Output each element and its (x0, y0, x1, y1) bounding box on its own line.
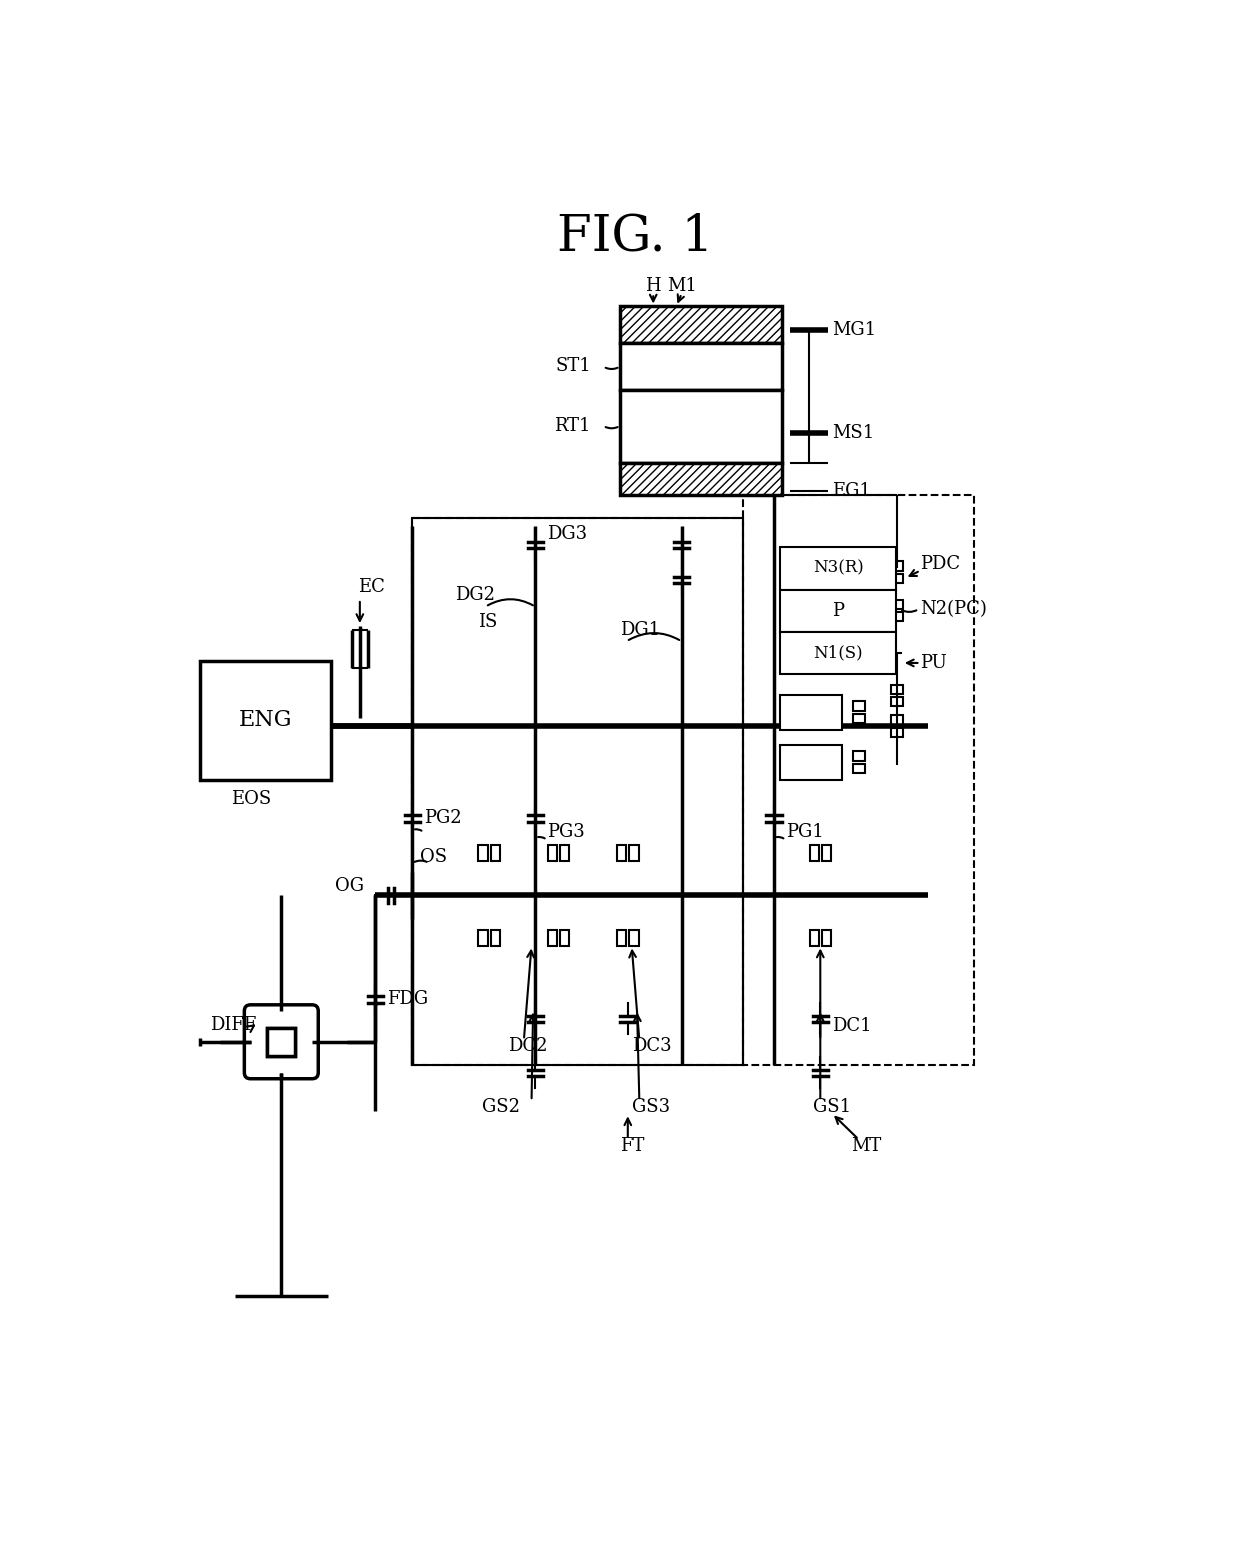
Bar (853, 764, 866, 773)
Bar (412, 518, 743, 1065)
Text: GS2: GS2 (482, 1098, 520, 1116)
Text: DC3: DC3 (631, 1037, 671, 1054)
Bar (853, 751, 866, 761)
Bar (892, 697, 904, 706)
Bar (548, 931, 557, 945)
Bar (268, 1027, 295, 1055)
Bar (743, 496, 975, 1065)
Bar (853, 714, 866, 723)
Text: EG1: EG1 (832, 482, 870, 500)
Text: MT: MT (851, 1137, 882, 1155)
Bar (822, 931, 831, 945)
Bar (620, 390, 781, 463)
Bar (479, 931, 487, 945)
Bar (780, 745, 842, 780)
Text: DG1: DG1 (620, 620, 660, 639)
Text: PG3: PG3 (547, 823, 585, 842)
Bar (620, 307, 781, 343)
Bar (620, 343, 781, 390)
Bar (892, 728, 904, 737)
Bar (780, 695, 842, 730)
Text: DG3: DG3 (547, 524, 587, 543)
Bar (853, 702, 866, 711)
Bar (479, 845, 487, 861)
Text: H: H (645, 276, 661, 295)
Bar (560, 931, 569, 945)
Text: PDC: PDC (920, 555, 961, 574)
Bar (618, 931, 626, 945)
Text: PG2: PG2 (424, 809, 461, 828)
Text: GS1: GS1 (812, 1098, 851, 1116)
Bar (548, 845, 557, 861)
Text: PU: PU (920, 653, 947, 672)
Bar (268, 1027, 295, 1055)
Text: DC2: DC2 (508, 1037, 548, 1054)
Text: MS1: MS1 (832, 424, 874, 443)
Text: DIFF: DIFF (211, 1016, 257, 1034)
Text: MG1: MG1 (832, 321, 875, 338)
Bar (618, 845, 626, 861)
Bar (822, 845, 831, 861)
Text: ST1: ST1 (556, 357, 590, 376)
Text: OG: OG (335, 878, 365, 895)
Bar (780, 631, 895, 675)
Bar (892, 684, 904, 694)
Bar (250, 1010, 312, 1073)
Text: IS: IS (477, 613, 497, 631)
Text: RT1: RT1 (554, 416, 590, 435)
Bar (491, 845, 500, 861)
Bar (560, 845, 569, 861)
Text: ENG: ENG (239, 709, 293, 731)
Bar (892, 613, 904, 622)
Text: DC1: DC1 (832, 1018, 872, 1035)
Bar (630, 931, 639, 945)
Text: M1: M1 (667, 276, 697, 295)
Text: EC: EC (358, 578, 386, 597)
Text: DG2: DG2 (455, 586, 495, 605)
Text: P: P (832, 602, 844, 619)
Bar (892, 716, 904, 725)
Bar (810, 845, 818, 861)
Text: N3(R): N3(R) (812, 560, 863, 577)
Text: FDG: FDG (387, 990, 428, 1009)
Bar (810, 931, 818, 945)
FancyBboxPatch shape (244, 1006, 319, 1079)
Text: EOS: EOS (231, 790, 272, 808)
Bar (630, 845, 639, 861)
Bar (892, 561, 904, 571)
Text: FIG. 1: FIG. 1 (557, 212, 714, 262)
Text: GS3: GS3 (631, 1098, 670, 1116)
Bar (620, 463, 781, 496)
Bar (892, 574, 904, 583)
Bar (201, 661, 331, 780)
Text: N1(S): N1(S) (813, 644, 863, 661)
Bar (892, 600, 904, 610)
Text: OS: OS (420, 848, 448, 865)
Text: PG1: PG1 (786, 823, 823, 842)
Text: N2(PC): N2(PC) (920, 600, 987, 617)
Bar (780, 547, 895, 589)
Bar (412, 518, 743, 1065)
Text: FT: FT (620, 1137, 645, 1155)
Bar (491, 931, 500, 945)
Bar (780, 589, 895, 631)
